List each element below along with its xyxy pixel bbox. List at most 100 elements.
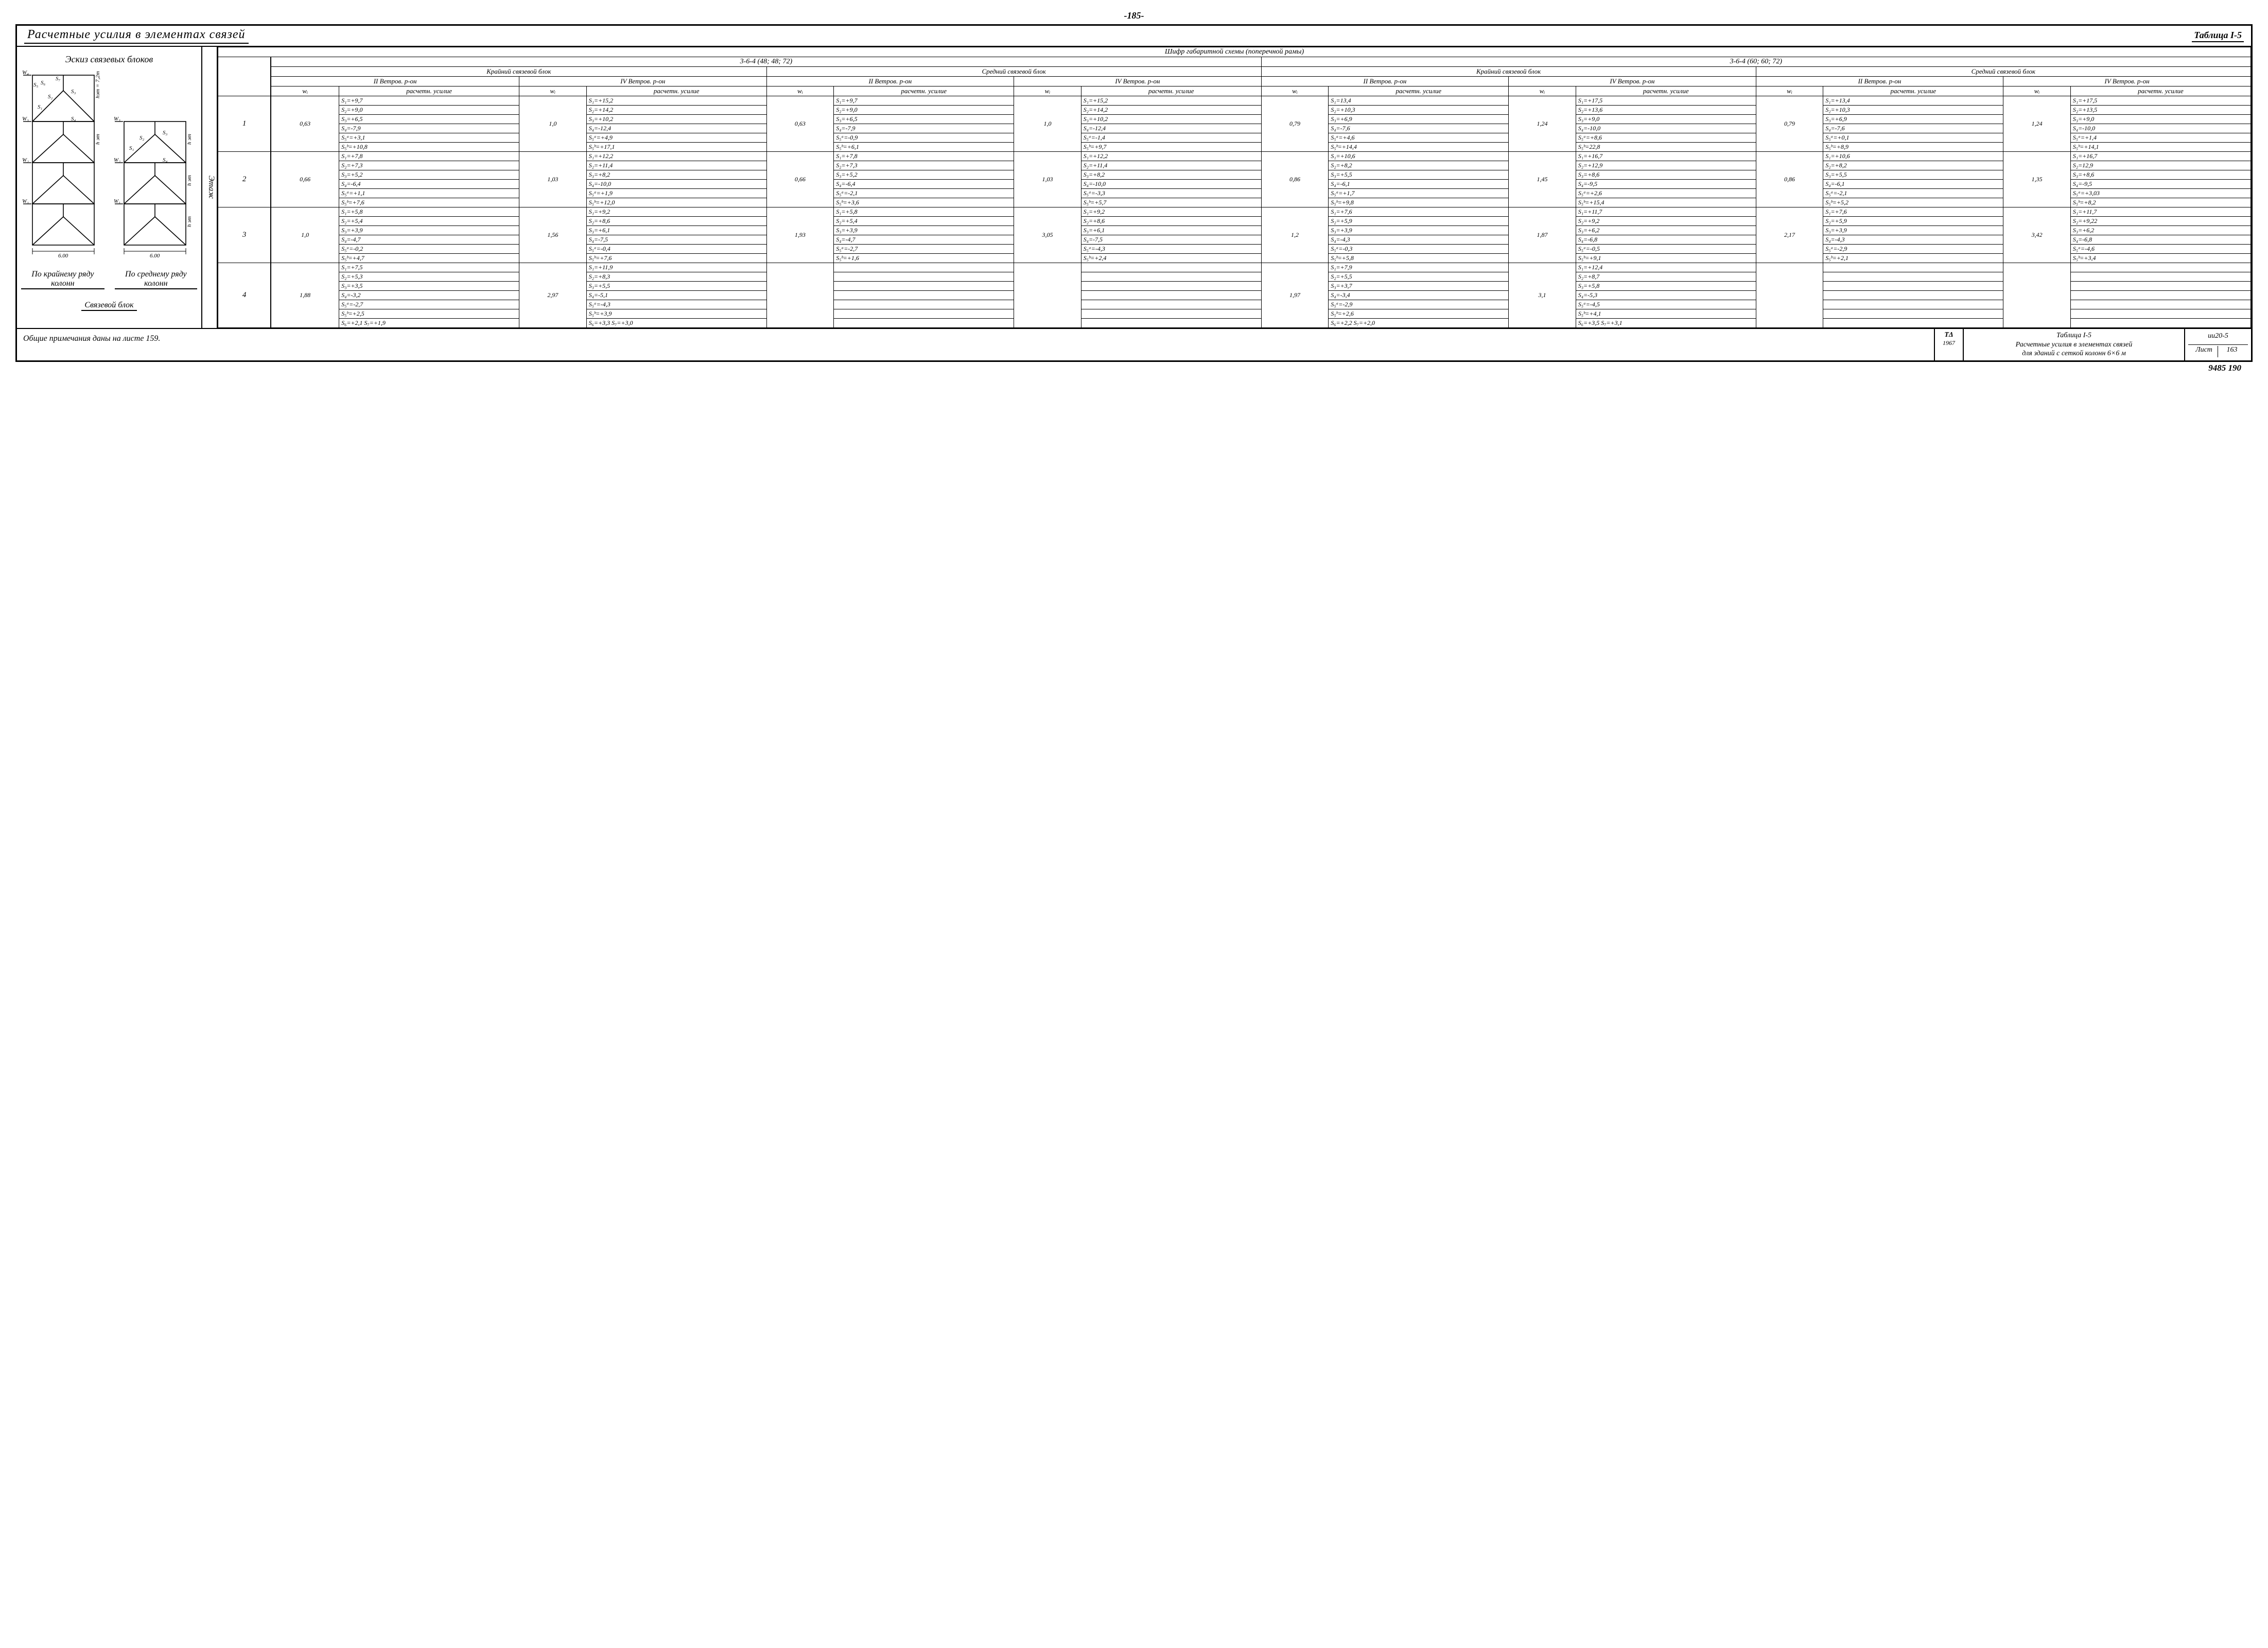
svg-text:W₂: W₂ — [22, 157, 29, 163]
force-cell: S₅ᵇ=+2,6 — [1329, 309, 1509, 319]
drawing-frame: Расчетные усилия в элементах связей Табл… — [15, 24, 2253, 362]
force-cell — [834, 263, 1014, 272]
svg-text:S₁: S₁ — [129, 145, 134, 151]
force-cell: S₅ᵇ=+3,4 — [2070, 254, 2250, 263]
force-cell: S₁=+15,2 — [586, 96, 766, 106]
footer-title: Таблица I-5 Расчетные усилия в элементах… — [1963, 329, 2184, 360]
wi-cell: 0,63 — [766, 96, 834, 152]
svg-text:W₃: W₃ — [114, 116, 120, 122]
wi-cell: 0,66 — [766, 152, 834, 207]
force-cell — [1081, 309, 1261, 319]
svg-text:6.00: 6.00 — [150, 253, 160, 259]
wi-cell — [1014, 263, 1081, 328]
wi-cell: 0,66 — [271, 152, 339, 207]
caption-block: Связевой блок — [81, 301, 136, 311]
force-cell — [1823, 319, 2003, 328]
force-cell: S₅ᵃ=+3,1 — [339, 133, 519, 143]
svg-text:S₂: S₂ — [48, 94, 53, 100]
wi-cell: 1,0 — [519, 96, 587, 152]
force-cell: S₂=+8,3 — [586, 272, 766, 282]
force-cell: S₂=+11,4 — [1081, 161, 1261, 170]
force-cell: S₂=+13,5 — [2070, 106, 2250, 115]
force-cell: S₃=+9,0 — [1576, 115, 1756, 124]
table-row: 41,88S₁=+7,52,97S₁=+11,91,97S₁=+7,93,1S₁… — [218, 263, 2251, 272]
force-cell: S₂=+9,22 — [2070, 217, 2250, 226]
force-cell: S₄=-6,1 — [1823, 180, 2003, 189]
force-cell: S₅ᵃ=-0,3 — [1329, 245, 1509, 254]
force-cell: S₅ᵇ=+2,1 — [1823, 254, 2003, 263]
svg-text:W₄: W₄ — [22, 70, 29, 76]
force-cell: S₅ᵃ=-0,4 — [586, 245, 766, 254]
force-cell: S₂=+13,6 — [1576, 106, 1756, 115]
force-cell: S₃=+3,9 — [1823, 226, 2003, 235]
sketch-mid-block: W₃ W₂ W₁ S₁ S₂ S₃ S₄ 6.00 h эт h эт — [114, 70, 196, 261]
svg-text:h эт: h эт — [186, 175, 193, 186]
force-cell: S₁=+13,4 — [1823, 96, 2003, 106]
force-cell: S₆=+3,3 S₇=+3,0 — [586, 319, 766, 328]
force-cell: S₁=+12,2 — [586, 152, 766, 161]
force-cell: S₂=+8,7 — [1576, 272, 1756, 282]
force-cell — [1081, 319, 1261, 328]
floor-cell: 4 — [218, 263, 271, 328]
dim-h-et: h эт — [95, 134, 101, 145]
force-cell: S₄=-4,7 — [339, 235, 519, 245]
force-cell: S₂=+7,3 — [339, 161, 519, 170]
hdr-shifr: Шифр габаритной схемы (поперечной рамы) — [218, 47, 2251, 57]
force-cell: S₁=+9,7 — [834, 96, 1014, 106]
force-cell: S₅ᵃ=-2,1 — [1823, 189, 2003, 198]
svg-text:h эт: h эт — [186, 216, 193, 227]
sketch-heading: Эскиз связевых блоков — [21, 54, 197, 65]
force-cell — [2070, 300, 2250, 309]
force-cell — [1823, 263, 2003, 272]
floor-label: Этаж — [202, 47, 218, 328]
force-cell: S₄=-7,9 — [339, 124, 519, 133]
force-cell: S₅ᵃ=+4,9 — [586, 133, 766, 143]
force-cell: S₁=+9,2 — [1081, 207, 1261, 217]
force-cell: S₅ᵇ=22,8 — [1576, 143, 1756, 152]
force-cell: S₅ᵇ=+5,2 — [1823, 198, 2003, 207]
force-cell: S₅ᵃ=-0,5 — [1576, 245, 1756, 254]
force-cell: S₅ᵃ=+2,6 — [1576, 189, 1756, 198]
wi-cell: 1,56 — [519, 207, 587, 263]
force-cell — [834, 309, 1014, 319]
force-cell: S₅ᵇ=+1,6 — [834, 254, 1014, 263]
force-cell: S₅ᵇ=+8,2 — [2070, 198, 2250, 207]
force-cell: S₂=+5,5 — [1329, 272, 1509, 282]
force-cell: S₃=+6,2 — [1576, 226, 1756, 235]
wi-cell: 3,1 — [1509, 263, 1576, 328]
force-cell — [1081, 300, 1261, 309]
force-cell: S₄=-4,3 — [1823, 235, 2003, 245]
force-cell — [1081, 282, 1261, 291]
force-cell: S₁=+7,8 — [339, 152, 519, 161]
force-cell: S₂=+8,6 — [1081, 217, 1261, 226]
force-cell — [1081, 272, 1261, 282]
table-row: 20,66S₁=+7,81,03S₁=+12,20,66S₁=+7,81,03S… — [218, 152, 2251, 161]
force-cell: S₁=+5,8 — [339, 207, 519, 217]
force-cell: S₁=+10,6 — [1823, 152, 2003, 161]
wi-cell — [1756, 263, 1823, 328]
force-cell: S₄=-5,1 — [586, 291, 766, 300]
force-cell: S₃=+6,1 — [1081, 226, 1261, 235]
force-cell: S₁=+12,2 — [1081, 152, 1261, 161]
force-cell: S₅ᵃ=+1,1 — [339, 189, 519, 198]
force-cell: S₅ᵃ=-2,9 — [1823, 245, 2003, 254]
force-cell: S₅ᵇ=+17,1 — [586, 143, 766, 152]
force-cell: S₂=+10,3 — [1329, 106, 1509, 115]
wi-cell: 3,42 — [2003, 207, 2071, 263]
force-cell — [834, 319, 1014, 328]
force-cell: S₂=+9,0 — [339, 106, 519, 115]
force-cell: S₃=+6,2 — [2070, 226, 2250, 235]
svg-text:W₃: W₃ — [22, 116, 29, 122]
force-cell: S₂=+5,4 — [339, 217, 519, 226]
wi-cell: 0,79 — [1756, 96, 1823, 152]
force-cell: S₃=+6,9 — [1329, 115, 1509, 124]
table-row: 10,63S₁=+9,71,0S₁=+15,20,63S₁=+9,71,0S₁=… — [218, 96, 2251, 106]
force-cell — [2070, 263, 2250, 272]
floor-cell: 3 — [218, 207, 271, 263]
force-cell: S₅ᵃ=-4,3 — [1081, 245, 1261, 254]
force-cell: S₂=+5,9 — [1823, 217, 2003, 226]
sketch-panel: Эскиз связевых блоков — [17, 47, 202, 328]
force-cell: S₅ᵇ=+7,6 — [586, 254, 766, 263]
force-cell: S₂=+8,2 — [1823, 161, 2003, 170]
wi-cell: 0,63 — [271, 96, 339, 152]
